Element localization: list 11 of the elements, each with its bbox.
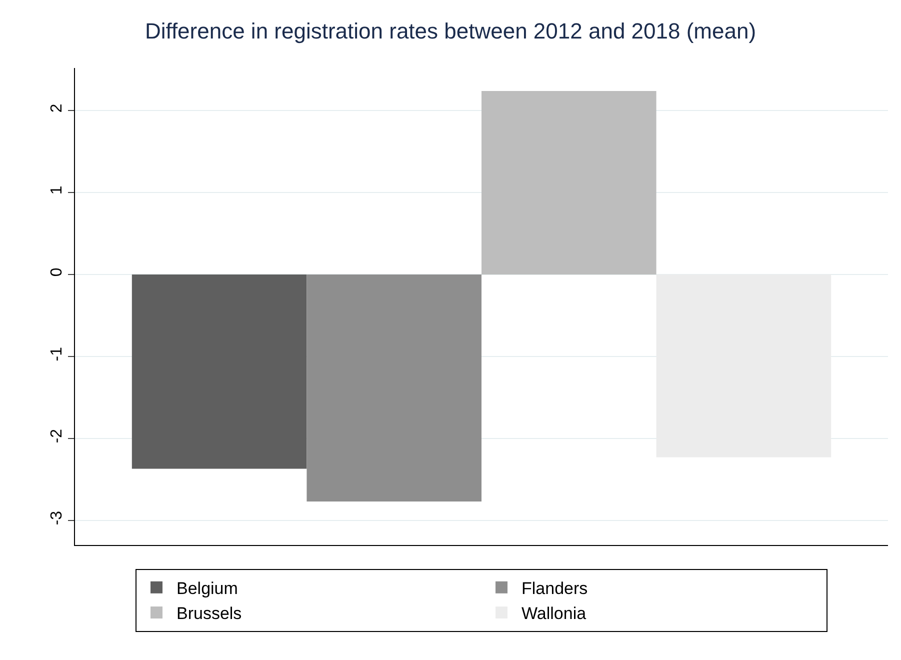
legend-label: Wallonia <box>522 604 587 624</box>
legend-label: Flanders <box>522 579 588 598</box>
y-tick-label: -2 <box>48 428 66 444</box>
y-tick-label: 1 <box>48 186 66 195</box>
y-tick-label: 0 <box>48 268 66 277</box>
y-tick-label: -3 <box>48 510 66 526</box>
y-tick-label: 2 <box>48 104 66 113</box>
legend-label: Belgium <box>176 579 238 598</box>
y-tick-label: -1 <box>48 346 66 362</box>
chart-title: Difference in registration rates between 2012 and 2018 (mean) <box>144 18 756 44</box>
legend-label: Brussels <box>176 604 242 624</box>
